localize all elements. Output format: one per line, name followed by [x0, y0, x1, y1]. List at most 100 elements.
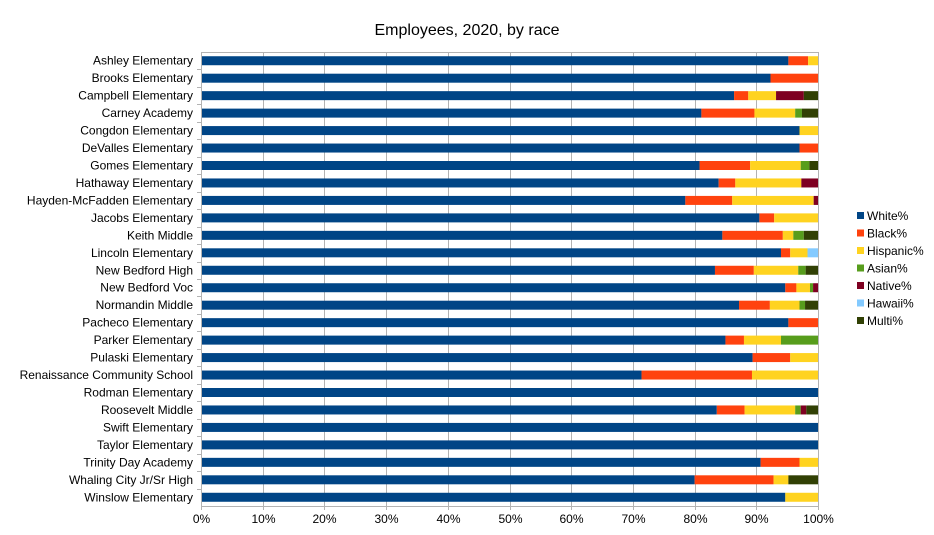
bar-segment [685, 195, 733, 205]
bar-segment [798, 265, 806, 275]
bar-segment [641, 370, 752, 380]
bar-segment [722, 230, 783, 240]
bar-segment [785, 283, 797, 293]
bar-segment [716, 405, 745, 415]
legend-label: Black% [867, 227, 907, 241]
legend-label: Hawaii% [867, 297, 914, 311]
legend: White% Black% Hispanic% Asian% Native% Hawaii… [857, 209, 924, 328]
category-labels: Ashley Elementary Brooks Elementary Campbe… [20, 54, 194, 505]
bar-segment [735, 178, 802, 188]
category-label: Trinity Day Academy [83, 455, 193, 469]
bar-segment [201, 318, 789, 328]
bar-segment [780, 248, 791, 258]
x-tick-labels: 0% 10% 20% 30% 40% 50% 60% 70% 80% 90% 100% [193, 512, 834, 526]
bar-segment [799, 300, 806, 310]
category-label: Pulaski Elementary [90, 351, 193, 365]
x-tick-label: 60% [559, 512, 583, 526]
bar-segment [201, 353, 753, 363]
category-label: Roosevelt Middle [101, 403, 193, 417]
x-tick-label: 20% [312, 512, 336, 526]
bar-segment [714, 265, 754, 275]
bar-segment [201, 108, 702, 118]
category-label: Hayden-McFadden Elementary [27, 193, 193, 207]
bar-segment [201, 161, 700, 170]
bar-segment [201, 248, 781, 258]
x-tick-label: 80% [683, 512, 707, 526]
category-label: Gomes Elementary [90, 159, 193, 173]
bar-segment [807, 248, 818, 258]
category-label: Taylor Elementary [97, 438, 193, 452]
bar-segment [201, 73, 771, 83]
category-label: Whaling City Jr/Sr High [69, 473, 193, 487]
bar-segment [201, 56, 789, 66]
bar-segment [790, 353, 818, 363]
bar-segment [699, 161, 751, 170]
category-label: New Bedford High [96, 263, 193, 277]
bar-segment [201, 422, 818, 432]
bar-segment [754, 108, 796, 118]
legend-swatch [857, 212, 864, 219]
bar-segment [788, 56, 809, 66]
bar-segment [813, 195, 818, 205]
category-label: New Bedford Voc [100, 281, 193, 295]
category-label: Lincoln Elementary [91, 246, 193, 260]
x-tick-label: 0% [193, 512, 211, 526]
x-tick-label: 100% [803, 512, 834, 526]
category-label: Hathaway Elementary [76, 176, 193, 190]
category-label: Brooks Elementary [92, 71, 193, 85]
legend-swatch [857, 264, 864, 272]
bar-segment [769, 300, 800, 310]
bar-segment [759, 213, 775, 223]
legend-swatch [857, 317, 864, 324]
bar-segment [805, 300, 818, 310]
bar-segment [795, 405, 801, 415]
legend-swatch [857, 282, 864, 289]
bar-segment [201, 283, 786, 293]
bar-segment [770, 73, 818, 83]
gridlines [201, 52, 819, 506]
bar-segment [803, 91, 818, 101]
bar-segment [725, 335, 744, 345]
category-label: Carney Academy [102, 106, 193, 120]
legend-swatch [857, 229, 864, 237]
axes [197, 52, 819, 510]
bars [201, 56, 818, 502]
x-tick-label: 30% [374, 512, 398, 526]
bar-segment [806, 405, 818, 415]
legend-swatch [857, 247, 864, 254]
bar-segment [751, 370, 818, 380]
bar-segment [732, 195, 814, 205]
bar-segment [790, 248, 808, 258]
legend-label: Asian% [867, 262, 908, 276]
category-label: Pacheco Elementary [82, 316, 193, 330]
category-label: Swift Elementary [103, 420, 193, 434]
bar-segment [795, 108, 802, 118]
bar-segment [809, 161, 818, 170]
bar-segment [694, 475, 774, 485]
bar-segment [799, 457, 818, 467]
bar-segment [201, 475, 695, 485]
legend-label: Hispanic% [867, 244, 924, 258]
bar-segment [799, 143, 818, 153]
bar-segment [201, 370, 642, 380]
bar-segment [718, 178, 736, 188]
category-label: Winslow Elementary [84, 490, 193, 504]
bar-segment [753, 265, 799, 275]
bar-segment [201, 230, 723, 240]
bar-segment [801, 108, 818, 118]
bar-segment [734, 91, 749, 101]
bar-segment [744, 405, 796, 415]
bar-segment [800, 161, 810, 170]
bar-segment [808, 56, 818, 66]
bar-segment [201, 405, 717, 415]
bar-segment [813, 283, 818, 293]
category-label: Campbell Elementary [78, 89, 193, 103]
bar-segment [776, 91, 804, 101]
bar-segment [801, 178, 818, 188]
bar-segment [701, 108, 755, 118]
category-label: Keith Middle [127, 228, 193, 242]
bar-segment [201, 213, 760, 223]
bar-segment [748, 91, 777, 101]
bar-segment [201, 143, 800, 153]
x-tick-label: 10% [251, 512, 275, 526]
